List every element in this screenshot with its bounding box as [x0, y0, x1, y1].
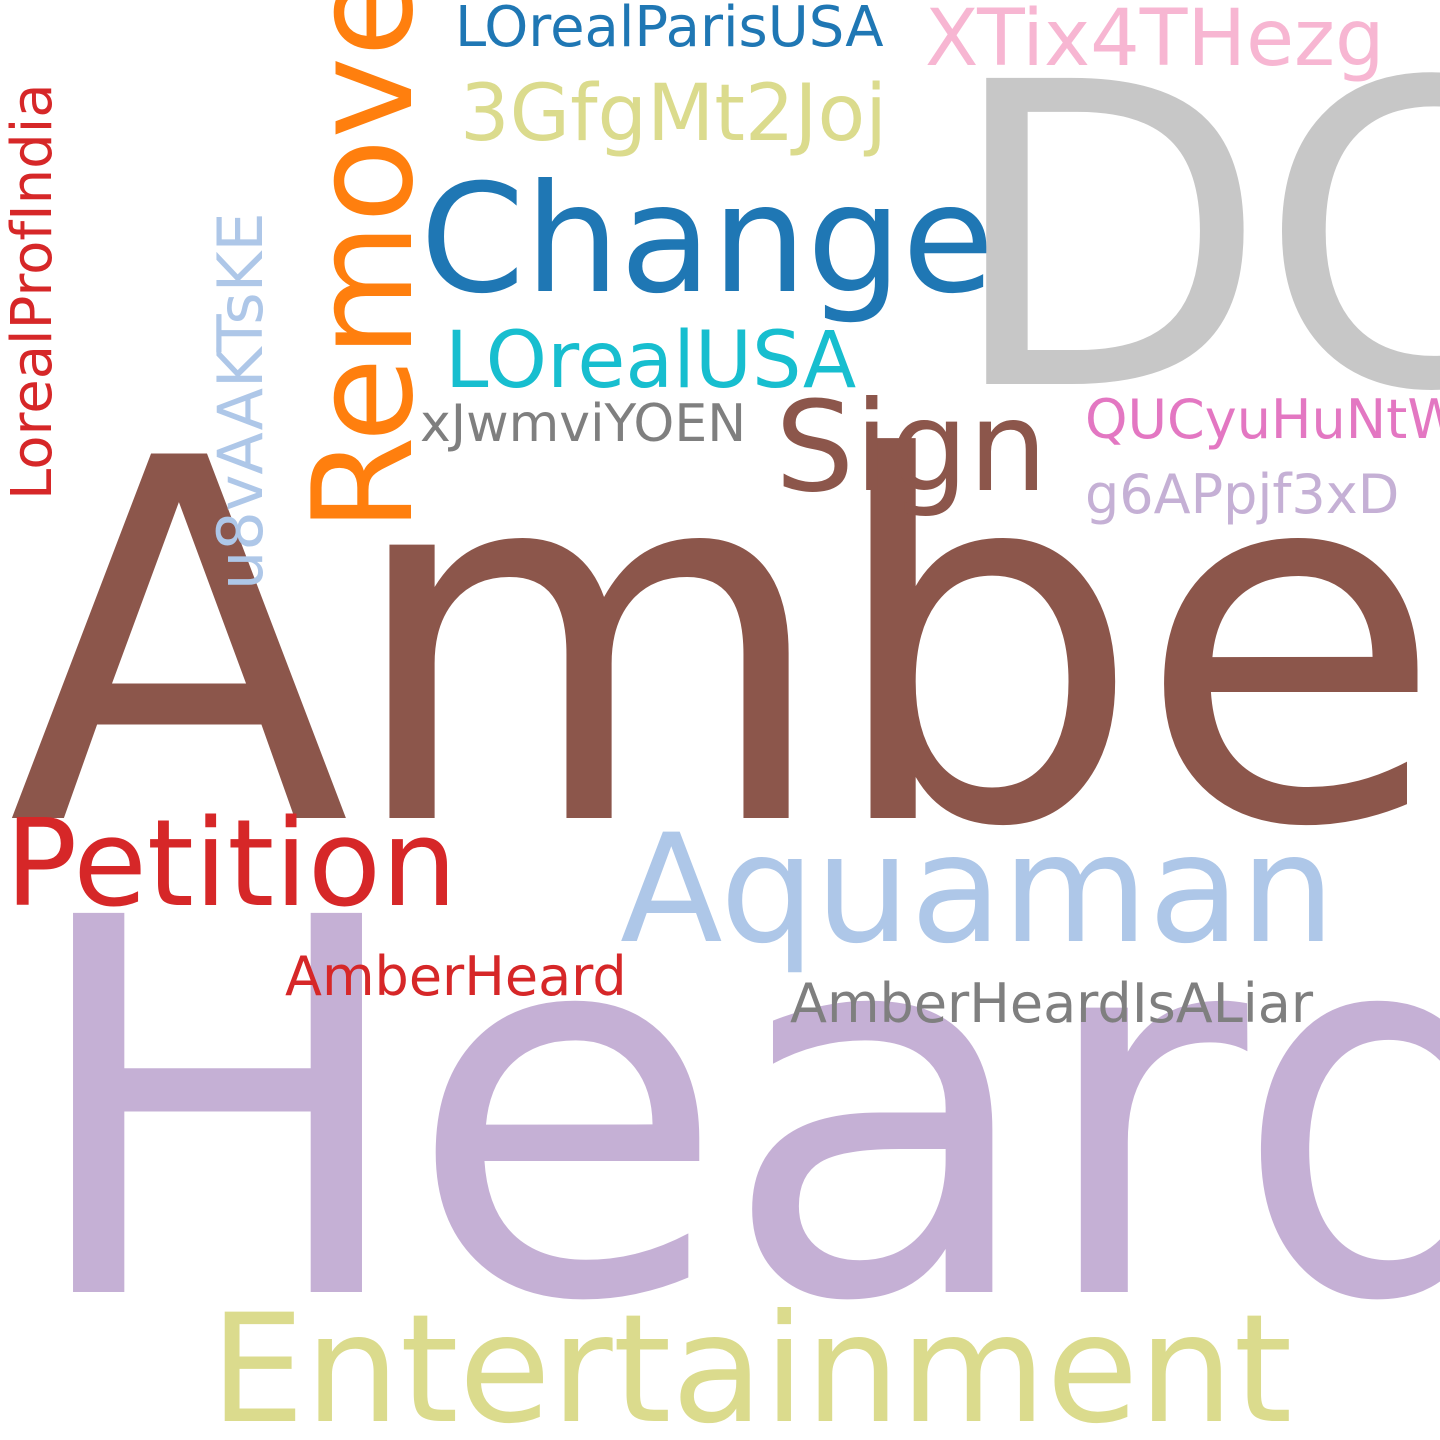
word-3gfgmt2joj: 3GfgMt2Joj [460, 69, 887, 159]
word-entertainment: Entertainment [210, 1283, 1293, 1440]
word-sign: Sign [775, 375, 1048, 520]
word-dc: DC [945, 0, 1440, 484]
word-lorealparisusa: LOrealParisUSA [455, 0, 884, 60]
word-remove: Remove [283, 0, 444, 532]
word-qucyuhuntw: QUCyuHuNtW [1085, 388, 1440, 451]
word-lorealusa: LOrealUSA [445, 316, 857, 406]
word-xjwmviyoen: xJwmviYOEN [420, 394, 747, 454]
word-petition: Petition [5, 795, 458, 934]
word-amberheardisaliar: AmberHeardIsALiar [790, 972, 1314, 1035]
word-change: Change [420, 153, 995, 327]
word-u8vaaktske: u8vAAKTsKE [204, 212, 277, 590]
word-amberheard: AmberHeard [285, 945, 627, 1008]
word-amber: Amber [8, 354, 1440, 936]
word-aquaman: Aquaman [620, 803, 1336, 977]
word-lorealprofindia: LorealProfIndia [0, 83, 65, 500]
word-heard: Heard [22, 809, 1440, 1415]
word-xtix4thezg: XTix4THezg [925, 0, 1385, 84]
word-g6appjf3xd: g6APpjf3xD [1085, 463, 1400, 526]
